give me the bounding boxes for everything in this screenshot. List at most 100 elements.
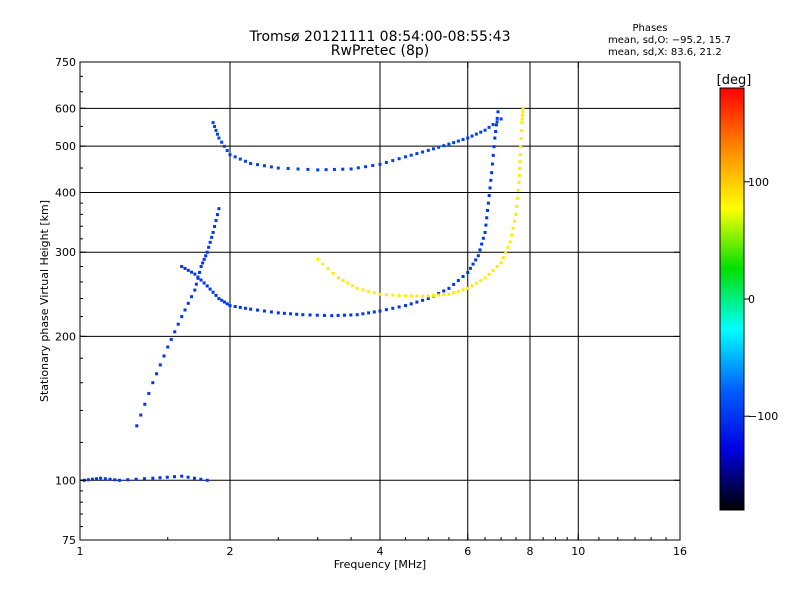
colorbar-label: [deg]: [717, 73, 752, 88]
data-point: [336, 313, 340, 317]
data-point: [491, 153, 495, 157]
data-point: [397, 157, 401, 161]
data-point: [173, 330, 177, 334]
data-point: [199, 265, 203, 269]
data-point: [143, 402, 147, 406]
data-point: [479, 130, 483, 134]
data-point: [521, 110, 525, 114]
data-point: [361, 288, 365, 292]
data-point: [490, 162, 494, 166]
data-point: [276, 166, 280, 170]
x-tick-label: 8: [527, 545, 534, 558]
y-tick-label: 750: [55, 56, 76, 69]
data-point: [518, 160, 522, 164]
data-point: [493, 136, 497, 140]
data-point: [461, 138, 465, 142]
data-point: [238, 157, 242, 161]
data-point: [496, 110, 500, 114]
data-point: [384, 308, 388, 312]
y-tick-label: 200: [55, 330, 76, 343]
grid-lines: [80, 62, 680, 540]
data-point: [103, 477, 107, 481]
data-point: [391, 306, 395, 310]
x-tick-label: 10: [571, 545, 585, 558]
data-point: [139, 413, 143, 417]
data-point: [516, 188, 520, 192]
data-point: [214, 293, 218, 297]
data-point: [456, 139, 460, 143]
data-point: [481, 236, 485, 240]
data-point: [442, 144, 446, 148]
data-point: [483, 128, 487, 132]
stats-heading: Phases: [632, 23, 667, 34]
data-point: [367, 311, 371, 315]
data-point: [409, 294, 413, 298]
data-point: [202, 281, 206, 285]
data-point: [426, 294, 430, 298]
data-point: [518, 167, 522, 171]
data-point: [176, 322, 180, 326]
data-points: [82, 106, 525, 482]
data-point: [194, 282, 198, 286]
data-point: [480, 242, 484, 246]
data-point: [431, 294, 435, 298]
data-point: [495, 116, 499, 120]
data-point: [211, 230, 215, 234]
colorbar: [719, 87, 745, 511]
data-point: [513, 219, 517, 223]
data-point: [151, 476, 155, 480]
data-point: [134, 477, 138, 481]
data-point: [490, 171, 494, 175]
data-point: [488, 186, 492, 190]
data-point: [205, 284, 209, 288]
data-point: [186, 268, 190, 272]
data-point: [183, 308, 187, 312]
data-point: [147, 391, 151, 395]
data-point: [190, 270, 194, 274]
data-point: [217, 207, 221, 211]
data-point: [372, 310, 376, 314]
data-point: [180, 474, 184, 478]
data-point: [190, 295, 194, 299]
y-tick-label: 600: [55, 102, 76, 115]
data-point: [476, 254, 480, 258]
data-point: [225, 302, 229, 306]
axis-ticks: 1 2 4 6 8 10 16 75 100 200 300 400 500 600 750: [55, 56, 687, 558]
data-point: [447, 292, 451, 296]
data-point: [346, 281, 350, 285]
data-point: [202, 257, 206, 261]
data-point: [415, 152, 419, 156]
data-point: [233, 155, 237, 159]
data-point: [474, 132, 478, 136]
data-point: [471, 262, 475, 266]
data-point: [437, 145, 441, 149]
data-point: [301, 313, 305, 317]
data-point: [426, 297, 430, 301]
data-point: [198, 270, 202, 274]
data-point: [330, 314, 334, 318]
data-point: [213, 124, 217, 128]
data-point: [515, 204, 519, 208]
data-point: [349, 313, 353, 317]
data-point: [269, 165, 273, 169]
data-point: [452, 282, 456, 286]
data-point: [256, 308, 260, 312]
data-point: [483, 276, 487, 280]
data-point: [269, 310, 273, 314]
y-tick-label: 500: [55, 140, 76, 153]
data-point: [276, 311, 280, 315]
data-point: [495, 120, 499, 124]
data-point: [494, 129, 498, 133]
data-point: [331, 271, 335, 275]
data-point: [437, 293, 441, 297]
x-tick-label: 1: [77, 545, 84, 558]
x-tick-label: 2: [227, 545, 234, 558]
data-point: [421, 294, 425, 298]
data-point: [479, 279, 483, 283]
data-point: [520, 121, 524, 125]
data-point: [478, 248, 482, 252]
data-point: [483, 230, 487, 234]
y-tick-label: 300: [55, 246, 76, 259]
data-point: [349, 167, 353, 171]
